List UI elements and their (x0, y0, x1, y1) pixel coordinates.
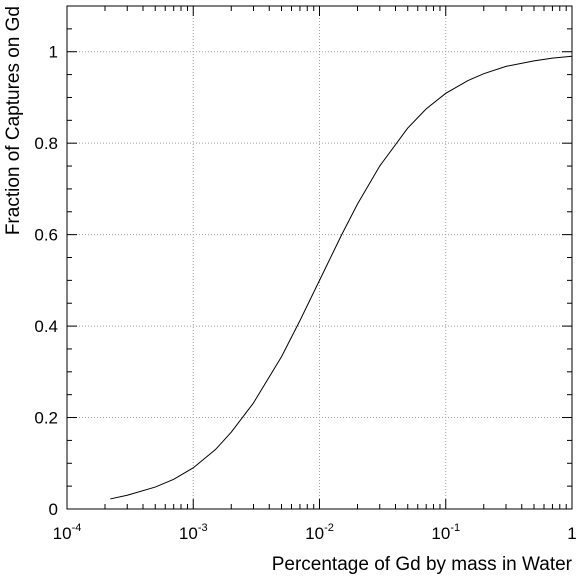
x-axis-title: Percentage of Gd by mass in Water (272, 554, 573, 575)
plot-area (110, 55, 573, 500)
x-tick-label: 1 (567, 524, 576, 543)
y-tick-label: 0.2 (34, 409, 58, 428)
x-tick-label: 10-3 (179, 522, 208, 543)
grid-lines (67, 6, 572, 509)
x-tick-label: 10-1 (431, 522, 460, 543)
y-tick-label: 1 (49, 43, 58, 62)
series-line (110, 55, 573, 500)
y-tick-label: 0 (49, 500, 58, 519)
y-axis-title: Fraction of Captures on Gd (3, 6, 24, 235)
x-tick-label: 10-4 (53, 522, 82, 543)
x-tick-label: 10-2 (305, 522, 334, 543)
y-tick-label: 0.6 (34, 226, 58, 245)
y-tick-label: 0.4 (34, 317, 58, 336)
y-tick-label: 0.8 (34, 134, 58, 153)
tick-labels: 10-4 10-3 10-2 10-1 1 0 0.2 0.4 0.6 0.8 1 (34, 43, 576, 543)
axis-ticks (66, 5, 573, 510)
